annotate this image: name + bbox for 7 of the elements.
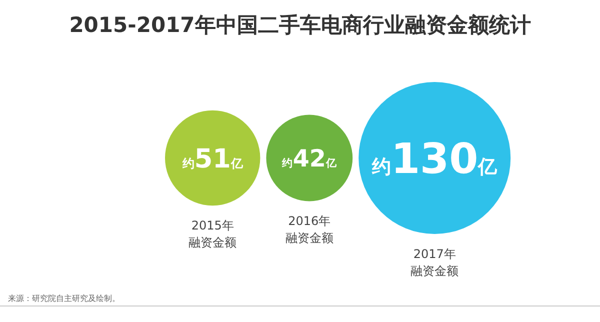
- text: 2015-2017年中国二手车电商行业融资金额统计: [69, 13, 531, 37]
- category-label: 2016年融资金额: [285, 214, 334, 246]
- category-label: 2017年融资金额: [410, 247, 459, 278]
- category-label: 2015年融资金额: [188, 218, 237, 250]
- source-note: 来源：研究院自主研究及绘制。: [8, 294, 120, 303]
- data-label: 约51亿: [181, 144, 244, 174]
- data-label: 约42亿: [280, 144, 338, 173]
